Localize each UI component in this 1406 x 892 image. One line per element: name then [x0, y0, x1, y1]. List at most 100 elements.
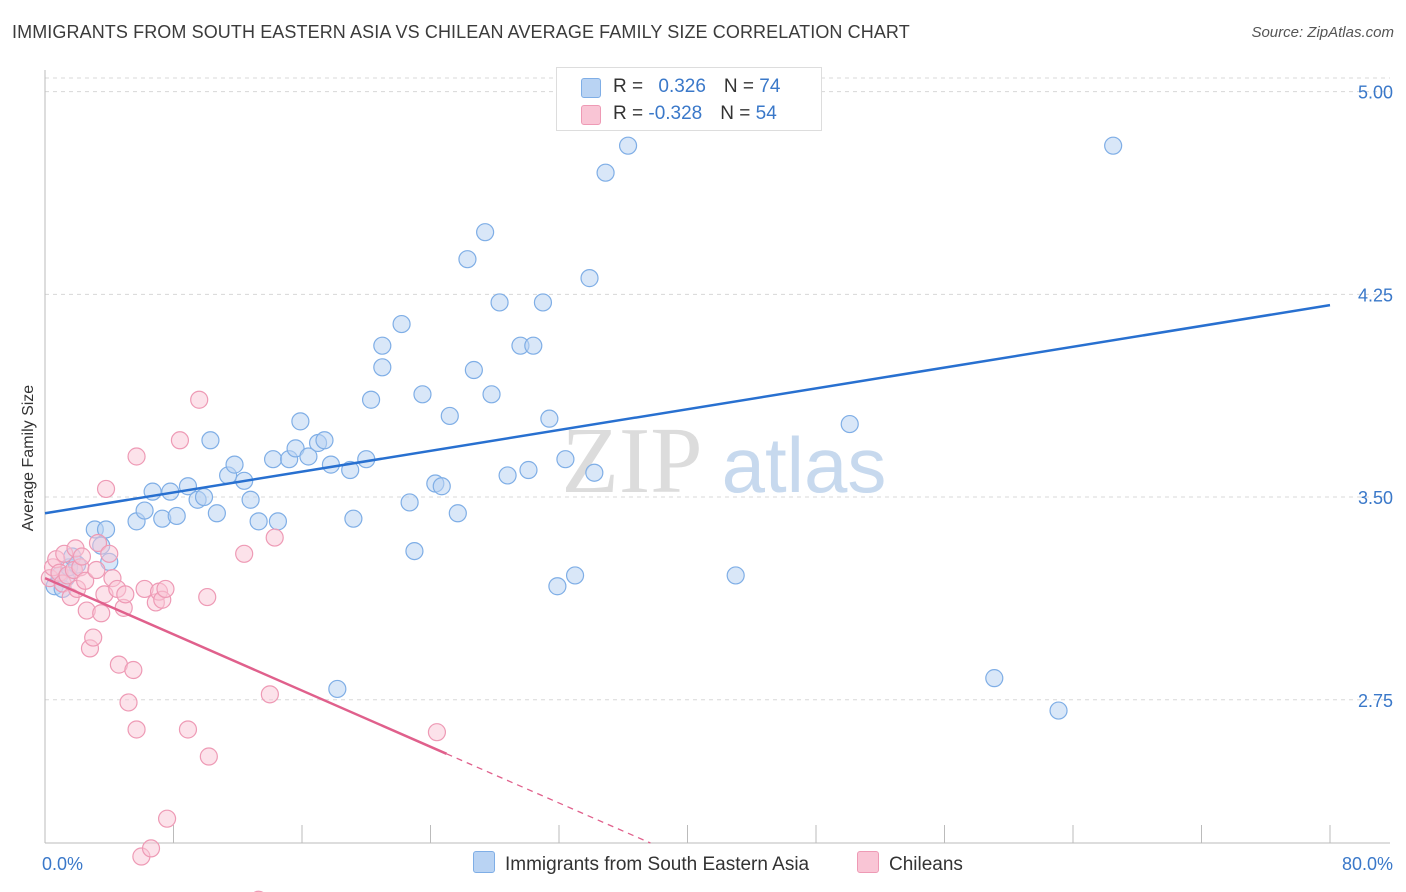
immigrants-point	[299, 447, 318, 466]
immigrants-point	[596, 163, 615, 182]
x-tick-label-min: 0.0%	[42, 854, 83, 874]
chileans-point	[119, 693, 138, 712]
legend-item-immigrants: Immigrants from South Eastern Asia	[473, 851, 809, 877]
chileans-point	[178, 720, 198, 739]
chileans-point	[260, 685, 279, 704]
immigrants-point	[167, 506, 186, 526]
immigrants-point	[524, 336, 543, 355]
immigrants-point	[405, 541, 424, 561]
chileans-point	[190, 390, 209, 409]
y-tick-label: 3.50	[1358, 488, 1393, 508]
immigrants-point	[249, 512, 268, 531]
immigrants-point	[482, 385, 501, 404]
immigrants-point	[618, 136, 638, 155]
r-label: R =	[613, 76, 649, 97]
r-value: 0.326	[658, 76, 706, 97]
immigrants-point	[580, 269, 599, 288]
tick-labels: 2.75 3.50 4.25 5.00 0.0% 80.0%	[42, 83, 1393, 874]
watermark-atlas: atlas	[722, 421, 887, 509]
immigrants-point	[1049, 701, 1068, 720]
chileans-point	[72, 547, 92, 566]
legend-label-immigrants: Immigrants from South Eastern Asia	[505, 854, 810, 875]
immigrants-point	[291, 412, 310, 431]
immigrants-point	[432, 477, 451, 496]
chileans-trend-line	[44, 576, 448, 755]
immigrants-point	[476, 223, 495, 242]
series-immigrants-points	[45, 136, 1123, 720]
n-label: N =	[720, 103, 756, 124]
chileans-point	[141, 839, 161, 858]
y-tick-label: 2.75	[1358, 691, 1393, 711]
immigrants-point	[840, 414, 859, 434]
immigrants-point	[225, 455, 244, 474]
immigrants-point	[373, 336, 392, 355]
y-tick-label: 4.25	[1358, 285, 1393, 305]
immigrants-point	[726, 566, 745, 585]
chileans-point	[127, 720, 146, 739]
chileans-point	[235, 544, 254, 563]
immigrants-point	[400, 493, 419, 512]
immigrants-point	[490, 293, 509, 312]
chileans-point	[124, 660, 143, 680]
immigrants-point	[361, 390, 381, 409]
chileans-point	[127, 447, 146, 466]
chileans-point	[92, 604, 111, 623]
immigrants-point	[321, 455, 341, 474]
immigrants-point	[373, 358, 392, 377]
immigrants-point	[458, 250, 477, 269]
immigrants-point	[286, 439, 305, 458]
chileans-point	[265, 528, 284, 547]
chileans-point	[116, 585, 135, 604]
immigrants-point	[498, 466, 517, 485]
immigrants-point	[96, 520, 116, 539]
immigrants-point	[344, 509, 363, 528]
immigrants-trend-line	[44, 303, 1331, 515]
immigrants-swatch	[581, 78, 601, 98]
n-label: N =	[723, 76, 760, 97]
legend-label-chileans: Chileans	[889, 854, 963, 875]
y-tick-label: 5.00	[1358, 83, 1393, 103]
chileans-point	[96, 479, 116, 499]
immigrants-point	[440, 406, 459, 426]
chileans-point	[199, 747, 218, 766]
y-axis-title: Average Family Size	[20, 385, 37, 532]
immigrants-point	[268, 512, 288, 531]
legend-item-chileans: Chileans	[857, 851, 963, 877]
immigrants-point	[540, 409, 559, 428]
immigrants-point	[565, 566, 585, 585]
n-value: 74	[759, 76, 781, 97]
immigrants-point	[263, 450, 283, 469]
chileans-point	[87, 560, 106, 580]
immigrants-point	[1104, 136, 1123, 155]
chileans-swatch	[581, 105, 601, 125]
immigrants-point	[464, 360, 483, 380]
chart-title: IMMIGRANTS FROM SOUTH EASTERN ASIA VS CH…	[12, 22, 910, 42]
chileans-point	[170, 431, 190, 450]
chileans-point	[156, 579, 175, 599]
series-chileans-points	[40, 390, 447, 892]
immigrants-point	[194, 487, 214, 507]
legend-swatch-chileans	[857, 851, 879, 873]
trend-lines	[44, 303, 1331, 844]
chileans-trend-extension	[446, 753, 651, 844]
immigrants-point	[201, 431, 220, 450]
immigrants-point	[585, 463, 604, 482]
immigrants-point	[315, 431, 334, 450]
n-value: 54	[755, 103, 777, 124]
legend-swatch-immigrants	[473, 851, 495, 873]
immigrants-point	[135, 501, 154, 520]
immigrants-point	[533, 293, 553, 312]
immigrants-point	[392, 314, 411, 334]
chileans-point	[76, 571, 95, 590]
chileans-point	[427, 723, 447, 742]
immigrants-point	[207, 504, 226, 523]
immigrants-point	[548, 577, 567, 596]
r-value: -0.328	[648, 103, 703, 124]
r-label: R =	[613, 103, 649, 124]
axes	[44, 70, 1390, 844]
chileans-point	[100, 544, 119, 563]
immigrants-point	[556, 450, 575, 469]
chileans-point	[88, 533, 108, 553]
chileans-point	[198, 587, 217, 607]
